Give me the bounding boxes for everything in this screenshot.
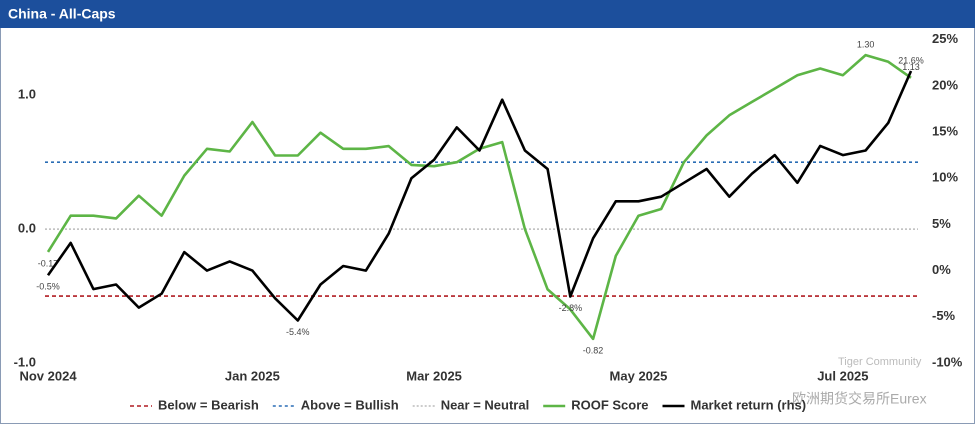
data-label: -0.17 (38, 258, 59, 268)
x-tick-label: Mar 2025 (406, 368, 462, 383)
legend-label: Near = Neutral (441, 397, 530, 412)
x-tick-label: Jul 2025 (817, 368, 868, 383)
x-tick-label: Jan 2025 (225, 368, 280, 383)
y-tick-label: 1.0 (18, 87, 36, 102)
data-label: -0.82 (583, 345, 604, 355)
y2-tick-label: 20% (932, 77, 958, 92)
title-bar (0, 0, 975, 28)
y2-tick-label: -5% (932, 308, 956, 323)
y2-tick-label: 5% (932, 216, 951, 231)
data-label: -0.5% (36, 282, 60, 292)
data-label: 1.30 (857, 39, 875, 49)
x-tick-label: May 2025 (610, 368, 668, 383)
x-tick-label: Nov 2024 (19, 368, 77, 383)
data-label: 1.13 (902, 62, 920, 72)
y2-tick-label: 0% (932, 262, 951, 277)
y2-tick-label: 25% (932, 31, 958, 46)
y2-tick-label: 15% (932, 123, 958, 138)
y-tick-label: 0.0 (18, 221, 36, 236)
series-line (46, 70, 913, 322)
watermark: 欧洲期货交易所Eurex (792, 391, 927, 407)
legend-label: ROOF Score (571, 397, 648, 412)
legend-label: Market return (rhs) (691, 397, 807, 412)
legend-label: Below = Bearish (158, 397, 259, 412)
data-label: -2.8% (559, 303, 583, 313)
y2-tick-label: -10% (932, 354, 963, 369)
data-label: 21.6% (898, 55, 924, 65)
watermark: Tiger Community (838, 356, 922, 368)
legend-label: Above = Bullish (301, 397, 399, 412)
y2-tick-label: 10% (932, 170, 958, 185)
data-label: -5.4% (286, 327, 310, 337)
y-tick-label: -1.0 (14, 354, 36, 369)
chart-title: China - All-Caps (8, 6, 116, 22)
